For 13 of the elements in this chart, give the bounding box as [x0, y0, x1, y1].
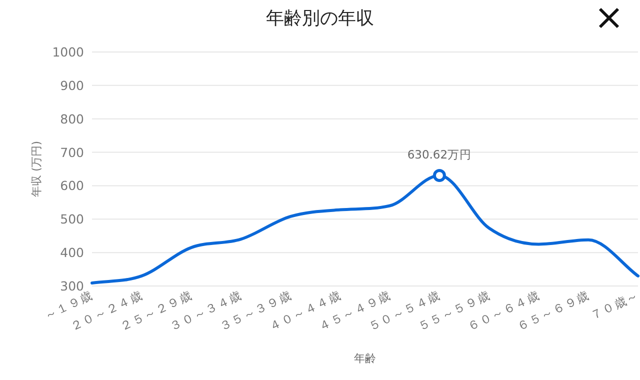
x-tick-label: ７０歳～ [588, 288, 640, 323]
y-tick-label: 1000 [52, 44, 84, 60]
y-tick-label: 600 [60, 178, 84, 194]
y-tick-label: 300 [60, 278, 84, 294]
y-axis-title: 年収 (万円) [30, 140, 43, 198]
data-label: 630.62万円 [407, 147, 472, 162]
x-axis-title: 年齢 [354, 352, 376, 365]
y-tick-label: 800 [60, 111, 84, 126]
chart-title: 年齢別の年収 [266, 8, 374, 29]
y-tick-label: 500 [60, 212, 84, 227]
y-tick-label: 700 [60, 144, 84, 160]
y-tick-label: 400 [60, 245, 84, 260]
y-tick-label: 900 [60, 78, 84, 93]
